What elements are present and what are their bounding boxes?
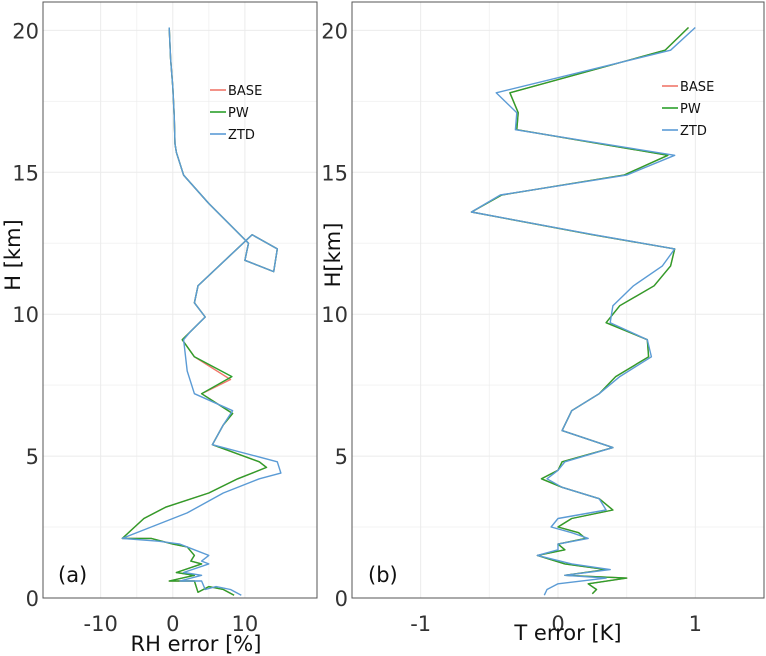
panel-a-y-axis-label: H [km] <box>1 219 25 290</box>
panel-a-y-tick-label: 0 <box>26 587 39 611</box>
panel-b-y-tick-label: 15 <box>321 161 348 185</box>
panel-b-series-base-line <box>470 26 689 595</box>
panel-b-y-tick-label: 20 <box>321 19 348 43</box>
panel-a-series-pw-line <box>121 27 278 596</box>
panel-a-series-ztd-line <box>121 27 282 596</box>
panel-b-frame <box>351 1 765 599</box>
panel-b-x-tick-label: 1 <box>689 612 702 636</box>
panel-a-frame <box>42 1 318 599</box>
panel-a-x-axis-label: RH error [%] <box>131 632 262 656</box>
panel-a-x-tick-label: -10 <box>84 612 118 636</box>
panel-b-x-tick-label: -1 <box>410 612 431 636</box>
panel-b-legend: BASE PW ZTD <box>662 80 714 139</box>
panel-a-label: (a) <box>58 563 87 587</box>
panel-b-y-tick-label: 10 <box>321 303 348 327</box>
panel-b-y-axis-label: H[km] <box>321 223 345 288</box>
panel-a-series-base-line <box>121 27 278 596</box>
panel-b-series-pw-line <box>470 26 689 595</box>
panel-a-y-tick-label: 5 <box>26 445 39 469</box>
panel-a-y-tick-label: 10 <box>12 303 39 327</box>
panel-a-y-tick-label: 15 <box>12 161 39 185</box>
panel-a-legend-label-ztd: ZTD <box>228 128 255 143</box>
panel-a-legend-label-base: BASE <box>228 84 262 99</box>
panel-b: -1 0 1 0 5 10 15 20 T error [K] H[km] (b) BASE… <box>321 1 765 645</box>
panel-b-y-tick-label: 5 <box>335 445 348 469</box>
panel-a-legend: BASE PW ZTD <box>210 84 262 143</box>
panel-a-x-tick-label: 0 <box>166 612 179 636</box>
panel-b-y-tick-label: 0 <box>335 587 348 611</box>
panel-b-x-tick-label: 0 <box>551 612 564 636</box>
panel-b-series-ztd-line <box>470 26 696 596</box>
panel-a-legend-label-pw: PW <box>228 106 249 121</box>
panel-b-legend-label-base: BASE <box>680 80 714 95</box>
panel-a-x-tick-label: 10 <box>232 612 259 636</box>
panel-b-x-axis-label: T error [K] <box>513 621 621 645</box>
panel-b-legend-label-pw: PW <box>680 102 701 117</box>
panel-b-label: (b) <box>368 563 398 587</box>
panel-a-y-tick-label: 20 <box>12 19 39 43</box>
panel-b-legend-label-ztd: ZTD <box>680 124 707 139</box>
